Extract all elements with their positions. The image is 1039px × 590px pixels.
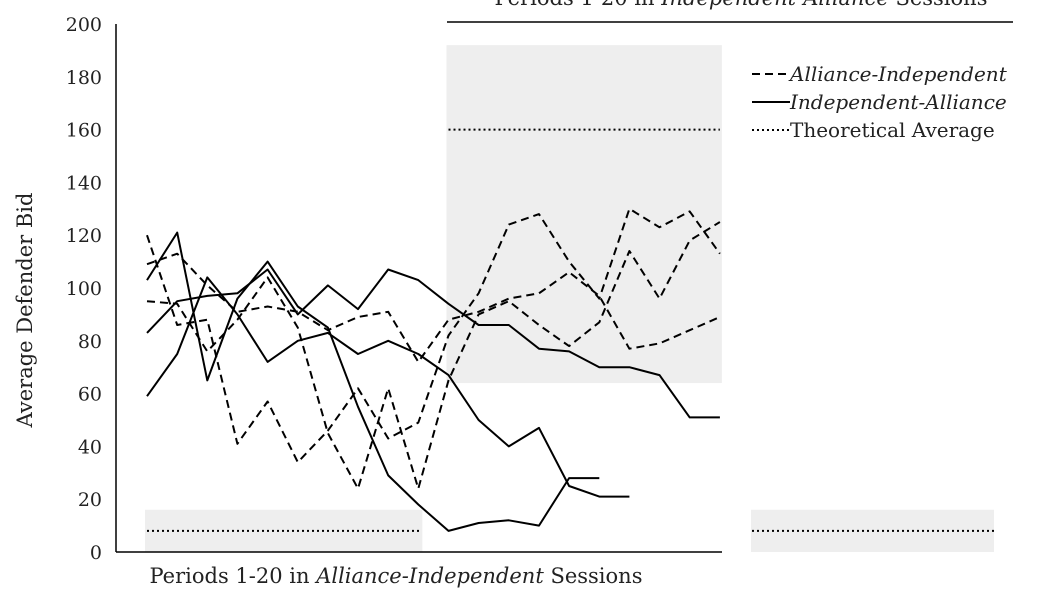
y-tick-label: 80: [78, 331, 102, 353]
y-tick-label: 0: [90, 542, 102, 564]
legend-label-theoretical-average: Theoretical Average: [790, 118, 995, 142]
x-axis-label-top: Periods 1-20 in Independent-Alliance Ses…: [495, 0, 988, 10]
y-tick-label: 200: [66, 14, 102, 36]
y-tick-labels: 0 20 40 60 80 100 120 140 160 180 200: [66, 14, 102, 564]
theoretical-average-lines: [147, 128, 994, 532]
legend: Alliance-Independent Independent-Allianc…: [752, 62, 1008, 142]
series-line-alliance-independent-2: [146, 221, 721, 490]
x-axis-label-bottom: Periods 1-20 in Alliance-Independent Ses…: [150, 564, 643, 588]
y-tick-label: 140: [66, 172, 102, 194]
series-line-alliance-independent-1: [146, 207, 721, 464]
legend-label-alliance-independent: Alliance-Independent: [788, 62, 1008, 86]
y-tick-label: 160: [66, 120, 102, 142]
y-tick-label: 180: [66, 67, 102, 89]
legend-label-independent-alliance: Independent-Alliance: [789, 90, 1007, 114]
series-line-alliance-independent-3: [146, 252, 721, 363]
y-tick-label: 20: [78, 489, 102, 511]
axes: [115, 21, 1013, 553]
series-line-independent-alliance-4: [146, 231, 600, 532]
y-tick-label: 40: [78, 436, 102, 458]
data-lines: [146, 207, 721, 532]
y-tick-label: 120: [66, 225, 102, 247]
y-tick-label: 100: [66, 278, 102, 300]
series-line-independent-alliance-6: [146, 268, 720, 419]
band-theory-alliance-independent: [446, 45, 722, 384]
y-tick-label: 60: [78, 384, 102, 406]
y-axis-label: Average Defender Bid: [13, 193, 37, 429]
series-line-independent-alliance-5: [146, 276, 630, 498]
highlight-bands: [145, 45, 994, 552]
